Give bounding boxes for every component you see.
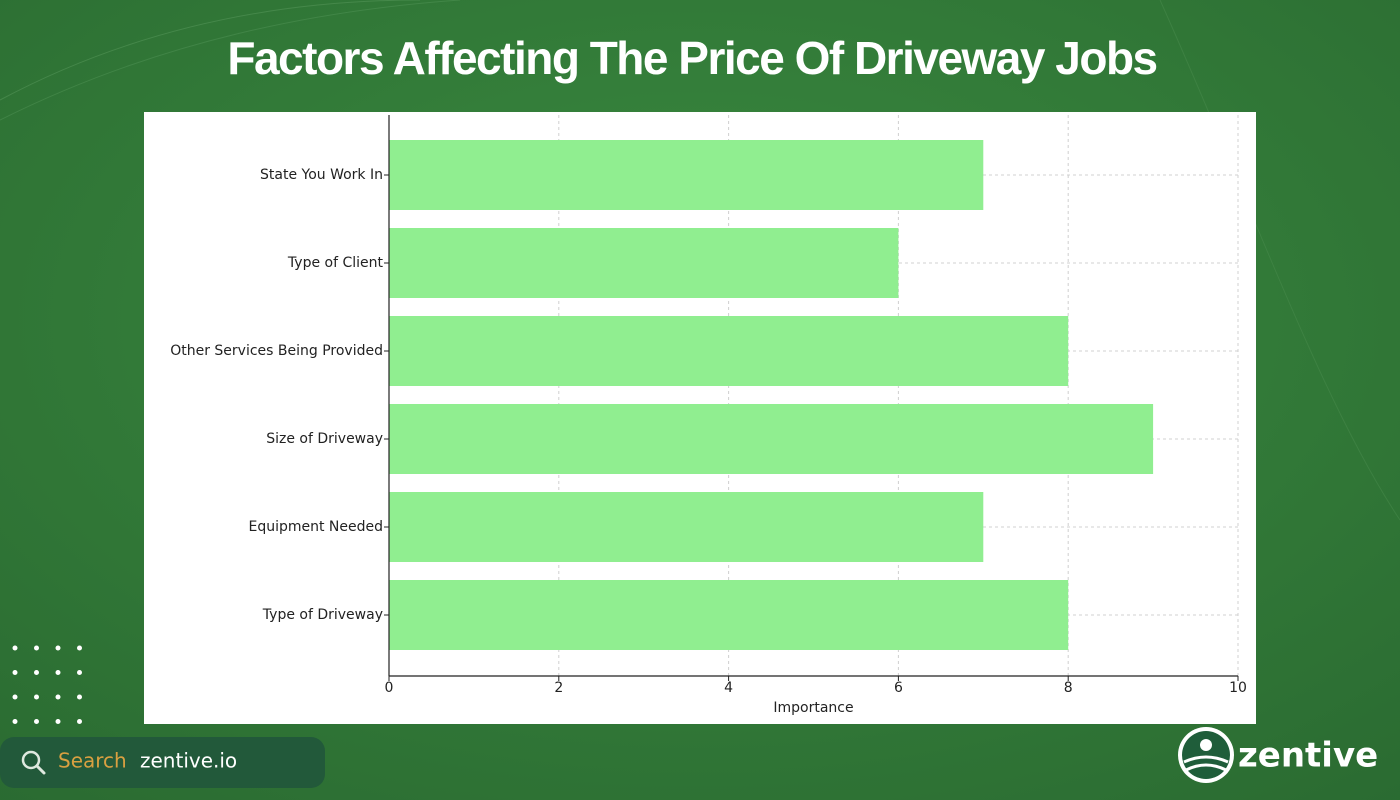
decor-dot xyxy=(12,645,18,651)
decor-dot xyxy=(55,670,61,675)
x-tick-label: 6 xyxy=(894,680,903,696)
y-tick-label: Size of Driveway xyxy=(266,431,383,447)
x-tick-label: 8 xyxy=(1064,680,1073,696)
x-tick-label: 0 xyxy=(385,680,394,696)
chart-title: Factors Affecting The Price Of Driveway … xyxy=(227,32,1156,84)
bar xyxy=(389,404,1154,474)
search-icon xyxy=(21,750,41,770)
x-tick-label: 10 xyxy=(1229,680,1247,696)
search-bar[interactable] xyxy=(0,737,325,788)
decor-dot xyxy=(77,694,82,700)
x-tick-label: 2 xyxy=(554,680,563,696)
bar xyxy=(389,140,984,210)
x-axis-label: Importance xyxy=(773,700,853,716)
decor-dot xyxy=(12,670,18,675)
logo-sun xyxy=(1200,739,1212,751)
decor-dot xyxy=(34,645,39,651)
bar xyxy=(389,492,984,562)
search-label: Search xyxy=(58,749,127,773)
logo-fields xyxy=(1183,755,1229,772)
decor-dot xyxy=(77,719,82,724)
y-tick-label: Type of Client xyxy=(287,255,384,271)
decor-curve xyxy=(0,0,461,121)
decor-dot xyxy=(77,645,82,651)
bar xyxy=(389,580,1069,650)
decor-dot xyxy=(12,719,18,724)
x-tick-label: 4 xyxy=(724,680,733,696)
bar xyxy=(389,316,1069,386)
search-icon-handle xyxy=(35,764,46,775)
site-name: zentive.io xyxy=(140,749,237,773)
decor-dot xyxy=(55,694,61,700)
decor-dot xyxy=(34,670,39,675)
decor-dot xyxy=(55,719,61,724)
decor-dot xyxy=(34,694,39,700)
decor-dot xyxy=(55,645,61,651)
y-tick-label: State You Work In xyxy=(260,167,383,183)
decor-dot xyxy=(34,719,39,724)
decor-curve xyxy=(0,0,421,101)
logo-text: zentive xyxy=(1238,736,1378,776)
decor-dots xyxy=(12,645,82,724)
logo-disc xyxy=(1182,731,1230,779)
bar xyxy=(389,228,899,298)
decor-curve xyxy=(1159,0,1400,521)
y-tick-label: Other Services Being Provided xyxy=(170,343,383,359)
y-tick-label: Type of Driveway xyxy=(262,607,383,623)
decor-dot xyxy=(77,670,82,675)
decor-dot xyxy=(12,694,18,700)
y-tick-label: Equipment Needed xyxy=(248,519,383,535)
